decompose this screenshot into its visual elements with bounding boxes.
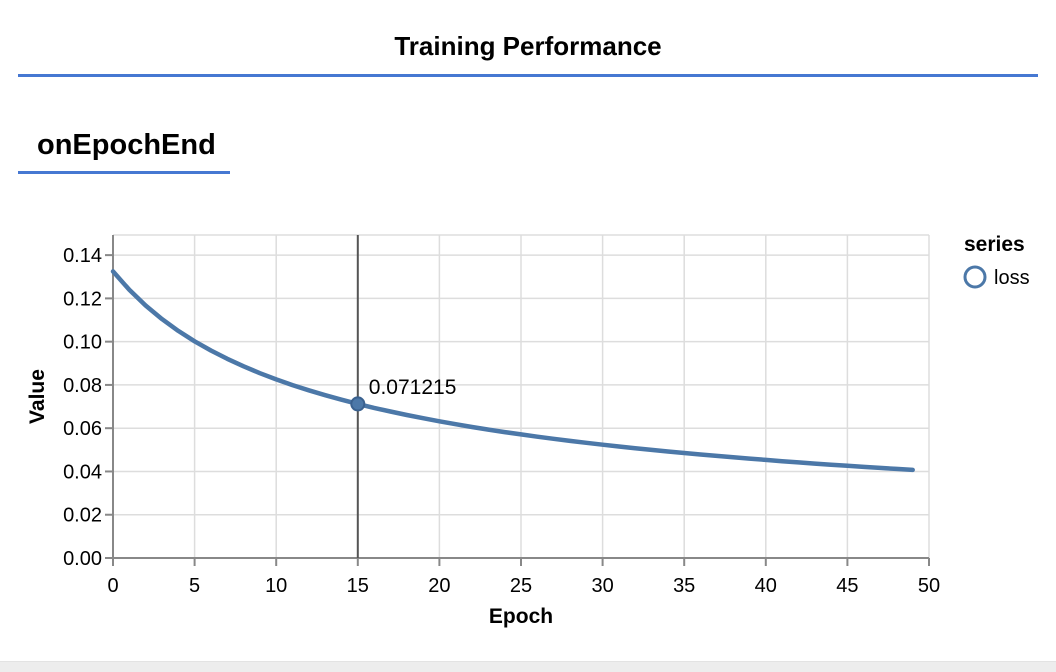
hover-point-marker: [350, 396, 366, 412]
section-divider: [18, 171, 230, 174]
hover-value-label: 0.071215: [369, 376, 457, 399]
x-tick-label: 30: [591, 575, 613, 597]
x-tick-label: 25: [510, 575, 532, 597]
x-tick-label: 10: [265, 575, 287, 597]
page-title: Training Performance: [394, 31, 662, 61]
loss-line: [110, 269, 915, 473]
x-axis-title: Epoch: [489, 605, 553, 628]
x-tick-label: 0: [107, 575, 118, 597]
plot-area[interactable]: [113, 235, 929, 558]
legend-label: loss: [994, 267, 1030, 289]
x-tick-label: 5: [189, 575, 200, 597]
legend-title: series: [964, 233, 1025, 256]
x-tick-label: 40: [755, 575, 777, 597]
x-tick-label: 15: [347, 575, 369, 597]
footer-strip: [0, 661, 1056, 672]
y-tick-label: 0.00: [63, 548, 102, 570]
y-tick-label: 0.08: [63, 375, 102, 397]
x-tick-label: 20: [428, 575, 450, 597]
y-tick-label: 0.06: [63, 418, 102, 440]
y-tick-label: 0.04: [63, 461, 102, 483]
x-tick-label: 50: [918, 575, 940, 597]
axes: 0 5 10 15 20 25 30 35 40 45 50 0.00 0.02 0.04 0.06 0.08…: [26, 235, 940, 628]
title-divider: [18, 74, 1038, 77]
legend-circle-icon: [963, 265, 987, 289]
y-tick-label: 0.10: [63, 332, 102, 354]
legend: series loss: [963, 233, 1030, 289]
y-axis-title: Value: [26, 369, 49, 424]
y-tick-label: 0.14: [63, 245, 102, 267]
y-tick-label: 0.02: [63, 505, 102, 527]
x-tick-label: 35: [673, 575, 695, 597]
section-title: onEpochEnd: [37, 129, 216, 161]
x-tick-label: 45: [836, 575, 858, 597]
y-tick-label: 0.12: [63, 288, 102, 310]
